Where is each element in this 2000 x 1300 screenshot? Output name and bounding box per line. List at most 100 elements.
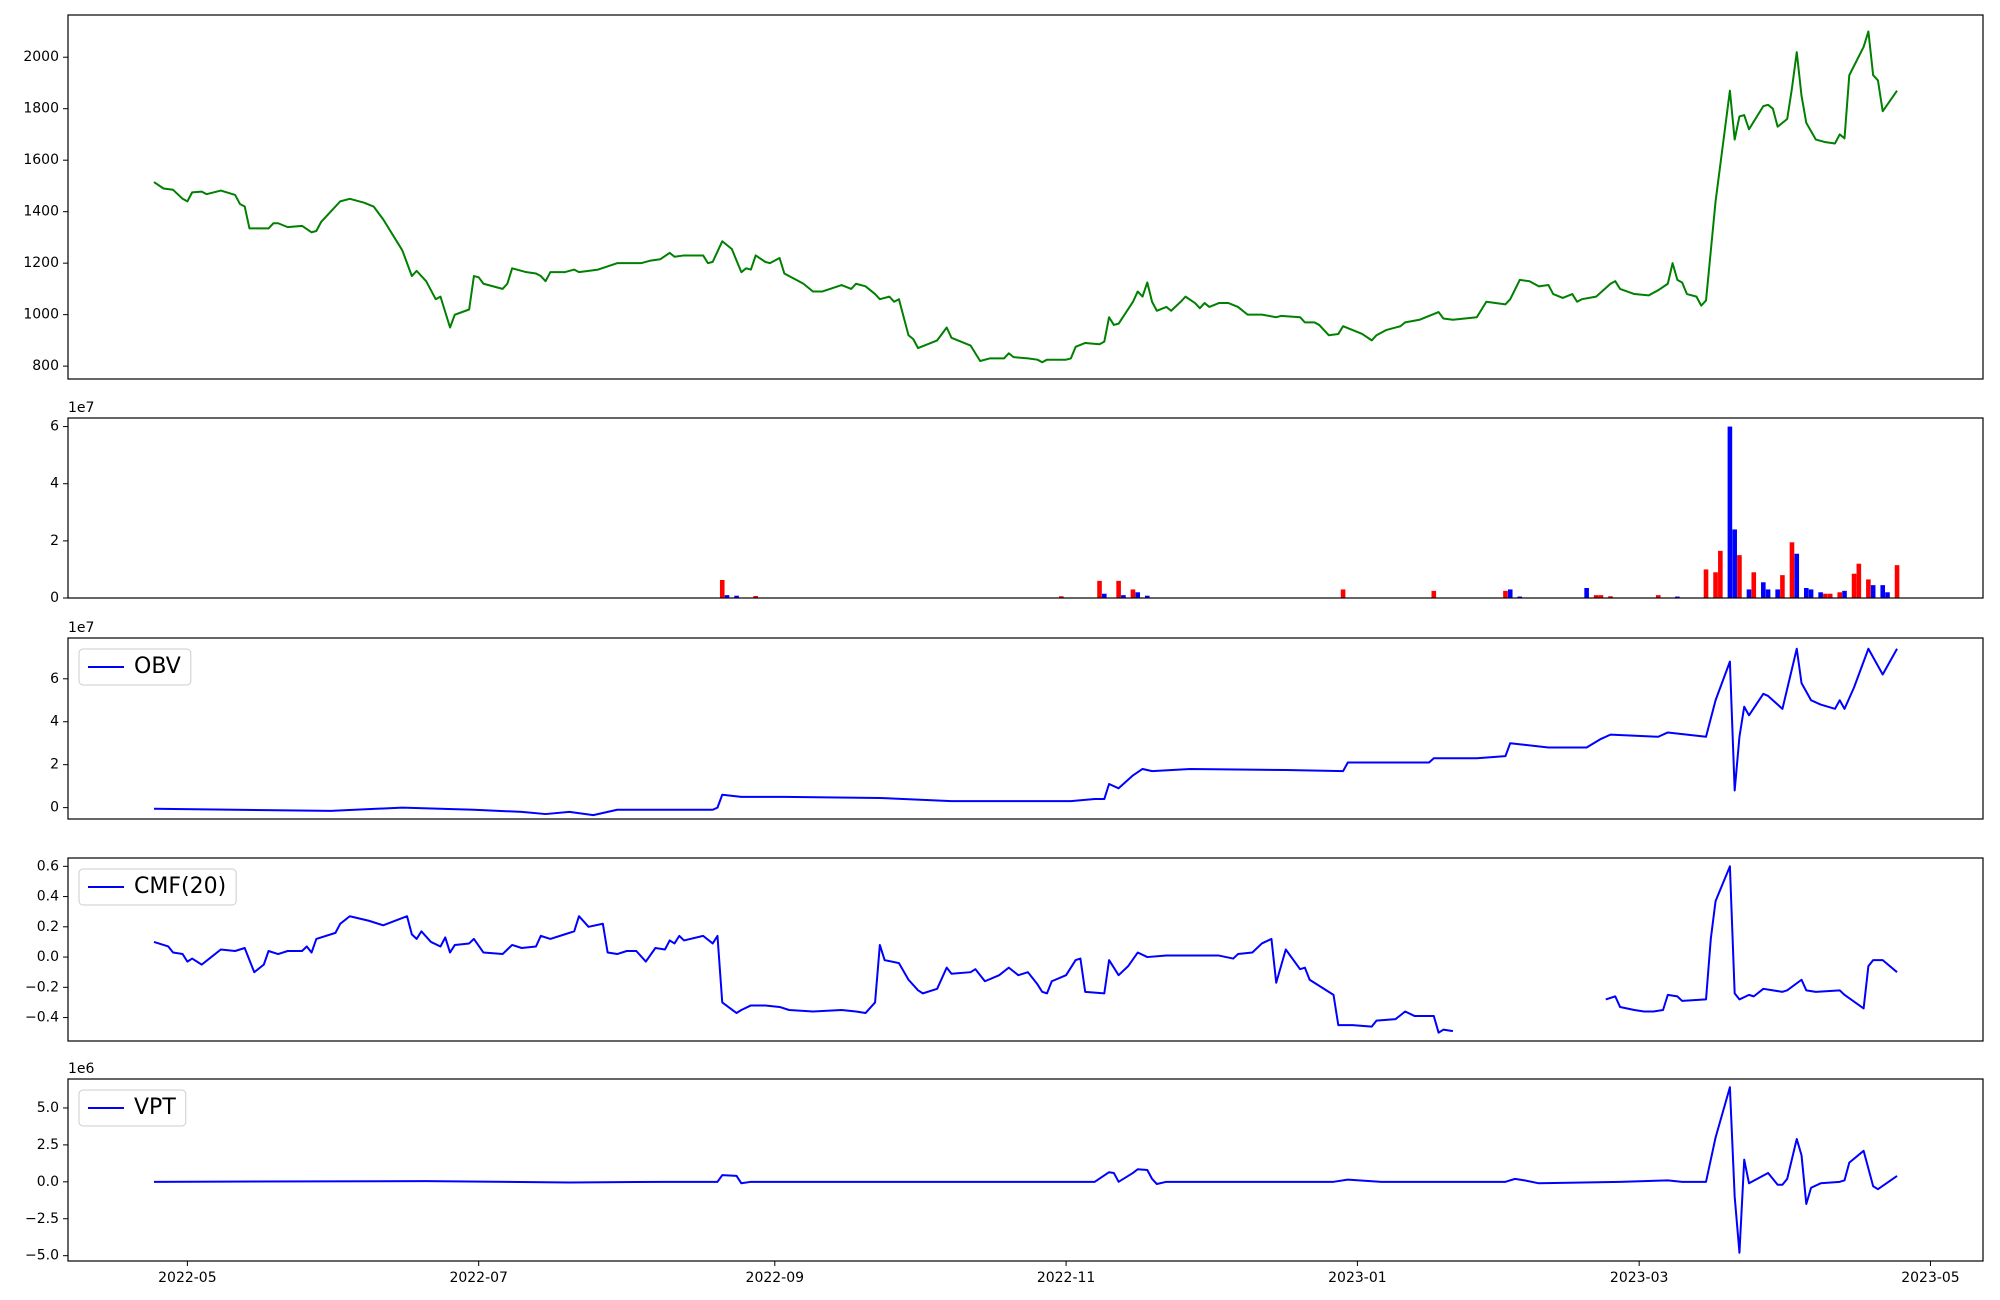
- volume-bar: [1894, 565, 1900, 598]
- volume-bar: [1842, 590, 1847, 598]
- y-tick-label: 1600: [23, 152, 59, 168]
- legend: CMF(20): [78, 868, 237, 906]
- volume-bar: [1789, 542, 1795, 598]
- volume-bar: [1823, 593, 1828, 598]
- volume-bar: [1135, 592, 1141, 598]
- y-tick-label: −2.5: [25, 1211, 59, 1227]
- y-tick-label: 0.0: [37, 949, 59, 965]
- series-line: [1605, 865, 1898, 1013]
- volume-bar: [1794, 553, 1800, 598]
- legend-label: CMF(20): [134, 874, 226, 899]
- y-tick-label: 1000: [23, 307, 59, 323]
- volume-bar: [1866, 579, 1871, 598]
- volume-bar: [1765, 589, 1771, 598]
- volume-bar: [1593, 595, 1599, 598]
- plot-frame: [67, 1078, 1984, 1262]
- volume-bar: [1608, 596, 1613, 598]
- volume-bar: [1503, 590, 1508, 598]
- legend: VPT: [78, 1089, 187, 1127]
- volume-bar: [1130, 589, 1136, 598]
- volume-bar: [1737, 555, 1742, 598]
- series-line: [153, 915, 1454, 1034]
- plot-frame: [67, 637, 1984, 820]
- x-tick-label: 2022-07: [449, 1270, 508, 1286]
- volume-bar: [1713, 572, 1718, 598]
- series-line: [153, 30, 1898, 364]
- y-tick-label: 5.0: [37, 1100, 59, 1116]
- volume-bar: [724, 595, 730, 598]
- plot-frame: [67, 417, 1984, 599]
- y-tick-label: 2: [50, 533, 59, 549]
- legend-box: [78, 868, 237, 906]
- legend-box: [78, 1089, 187, 1127]
- volume-bar: [1507, 589, 1513, 598]
- volume-bar: [1885, 592, 1890, 598]
- volume-bar: [1116, 580, 1121, 598]
- volume-bar: [1851, 573, 1857, 598]
- volume-bar: [753, 596, 758, 598]
- x-tick-label: 2022-05: [158, 1270, 217, 1286]
- y-tick-label: 1400: [23, 204, 59, 220]
- volume-bar: [1746, 589, 1752, 598]
- volume-bar: [1780, 575, 1785, 598]
- volume-bar: [1870, 585, 1876, 598]
- y-tick-label: 2.5: [37, 1137, 59, 1153]
- volume-bar: [1808, 589, 1814, 598]
- volume-bar: [1856, 563, 1862, 598]
- volume-bar: [1675, 596, 1680, 598]
- legend-box: [78, 648, 192, 686]
- x-tick-label: 2022-11: [1037, 1270, 1096, 1286]
- y-tick-label: 0.4: [37, 889, 59, 905]
- volume-bar: [1431, 590, 1437, 598]
- y-tick-label: 6: [50, 671, 59, 687]
- y-tick-label: 0.2: [37, 919, 59, 935]
- y-tick-label: −0.4: [25, 1010, 59, 1026]
- volume-bar: [1727, 426, 1733, 598]
- volume-bar: [1827, 593, 1833, 598]
- y-tick-label: 4: [50, 714, 59, 730]
- y-tick-label: 0: [50, 590, 59, 606]
- plot-frame: [67, 14, 1984, 380]
- y-tick-label: 1200: [23, 255, 59, 271]
- volume-bar: [1121, 595, 1126, 598]
- y-tick-label: 2: [50, 757, 59, 773]
- legend-label: OBV: [134, 654, 181, 679]
- y-tick-label: 0.6: [37, 858, 59, 874]
- volume-bar: [1732, 529, 1737, 598]
- volume-bar: [734, 595, 739, 598]
- volume-bar: [1097, 580, 1102, 598]
- y-tick-label: 4: [50, 476, 59, 492]
- volume-bar: [1751, 572, 1757, 598]
- volume-bar: [1703, 569, 1709, 598]
- y-tick-label: 0.0: [37, 1174, 59, 1190]
- y-offset-label: 1e7: [68, 400, 94, 416]
- volume-bar: [1144, 595, 1150, 598]
- volume-bar: [1584, 588, 1589, 598]
- y-tick-label: −0.2: [25, 979, 59, 995]
- x-tick-label: 2023-05: [1901, 1270, 1960, 1286]
- y-offset-label: 1e6: [68, 1061, 95, 1077]
- series-line: [153, 647, 1898, 817]
- volume-bar: [1804, 588, 1809, 598]
- y-tick-label: 800: [32, 358, 59, 374]
- y-tick-label: 1800: [23, 101, 59, 117]
- volume-bar: [719, 580, 725, 598]
- volume-bar: [1775, 589, 1780, 598]
- series-line: [153, 1086, 1898, 1254]
- x-tick-label: 2022-09: [746, 1270, 805, 1286]
- y-tick-label: 6: [50, 419, 59, 435]
- y-tick-label: 2000: [23, 49, 59, 65]
- legend-label: VPT: [134, 1095, 176, 1120]
- legend: OBV: [78, 648, 192, 686]
- volume-bar: [1818, 592, 1823, 598]
- volume-bar: [1517, 596, 1523, 598]
- volume-bar: [1837, 592, 1843, 598]
- y-tick-label: −5.0: [25, 1248, 59, 1264]
- volume-bar: [1761, 582, 1766, 598]
- volume-bar: [1101, 593, 1107, 598]
- x-tick-label: 2023-01: [1328, 1270, 1387, 1286]
- plot-frame: [67, 857, 1984, 1042]
- y-tick-label: 0: [50, 800, 59, 816]
